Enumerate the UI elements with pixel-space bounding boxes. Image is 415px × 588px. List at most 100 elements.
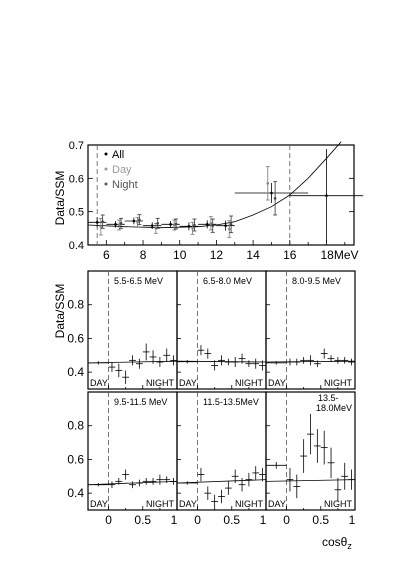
panel-xtick-label: 0.5 [312,513,329,527]
panel-night-point [211,360,219,371]
point-marker [136,221,139,224]
point-night [100,214,105,229]
point-marker [119,222,123,225]
panel-night-point [286,467,294,492]
panel-night-point [135,479,143,487]
panel-night-point [334,477,342,502]
point-night [119,217,124,229]
legend-item-all: All [104,149,124,161]
point-marker [117,223,121,227]
point-marker [138,218,141,221]
panel-title-line1: 13.5- [318,393,339,403]
top-ytick-label: 0.4 [69,240,84,252]
point-day [172,219,177,231]
panel-night-point [300,439,308,473]
point-all [179,222,199,231]
panel-night-point [327,355,335,363]
panel-night-point [115,363,123,378]
panel-night-point [122,370,130,384]
panel-night-point [293,474,301,499]
panel-night-point [245,360,253,368]
top-xtick-label: 16 [283,248,297,262]
point-marker [270,191,273,195]
point-marker [99,225,103,228]
top-xtick-label: 8 [140,248,147,262]
panel-day-point [266,461,287,469]
bottom-x-axis-label-subscript: z [347,541,352,551]
top-ytick-label: 0.5 [69,207,84,219]
point-night [192,218,197,232]
panel-ytick-label: 0.8 [67,298,84,312]
panel-6: 0 0.5 1 13.5-18.0MeV DAY NIGHT [265,391,356,527]
panel-frame [87,270,178,390]
panel-day-label: DAY [179,378,197,388]
panel-night-point [163,476,171,484]
panel-night-point [197,345,205,356]
panel-night-point [211,494,219,509]
panel-ssm-curve [176,479,267,484]
bottom-y-axis-label: Data/SSM [53,284,67,339]
point-marker [224,224,227,227]
top-xtick-label: 10 [173,248,187,262]
panel-title: 6.5-8.0 MeV [203,276,252,286]
panel-night-point [341,462,349,490]
panel-2: 6.5-8.0 MeV DAY NIGHT [176,270,267,390]
point-night [210,218,215,233]
panel-night-point [334,356,342,364]
panel-night-label: NIGHT [146,378,175,388]
panel-day-label: DAY [268,378,286,388]
panel-title: 8.0-9.5 MeV [292,276,341,286]
panel-ytick-label: 0.6 [67,452,84,466]
panel-night-label: NIGHT [146,499,175,509]
top-plot-frame [87,144,355,246]
panel-xtick-label: 1 [171,513,178,527]
top-xtick-label: 14 [246,248,260,262]
panel-day-point [88,361,109,365]
panel-xtick-label: 0 [105,513,112,527]
panel-night-point [313,429,321,463]
point-marker [227,227,231,231]
point-marker [273,197,277,200]
point-day [98,217,103,236]
panel-3: 8.0-9.5 MeV DAY NIGHT [265,270,356,390]
panel-night-label: NIGHT [324,378,353,388]
panel-day-label: DAY [179,499,197,509]
point-marker [205,223,209,226]
point-marker [101,220,104,223]
panel-night-point [170,355,177,366]
panel-night-point [348,358,355,366]
panel-title: 11.5-13.5MeV [203,397,259,407]
energy-spectrum-panel: 0.4 0.5 0.6 0.7 6 8 10 12 14 16 18MeV Data/SSM Al… [53,140,364,262]
panel-day-point [88,483,109,487]
panel-night-point [259,360,266,371]
legend-label-all: All [112,149,124,161]
panel-xtick-label: 0.5 [223,513,240,527]
panel-night-point [238,353,246,364]
panel-ytick-label: 0.6 [67,331,84,345]
panel-day-point [177,481,198,485]
point-marker [169,223,172,226]
panel-night-point [218,355,225,366]
panel-frame [87,391,178,511]
point-marker [187,225,191,228]
legend-label-night: Night [112,179,138,191]
panel-night-point [224,358,232,366]
panel-night-point [108,481,116,489]
panel-night-point [286,358,294,366]
legend-item-day: Day [104,164,132,176]
point-marker [95,221,99,224]
panel-night-point [135,358,143,369]
panel-night-point [327,447,335,478]
point-night [155,217,160,229]
panel-day-label: DAY [90,499,108,509]
panel-night-point [204,348,212,359]
point-all [198,220,217,229]
top-xtick-label: 12 [210,248,224,262]
legend-marker-all [104,152,108,156]
panel-4: 0.4 0.6 0.8 0 0.5 1 9.5-11.5 MeV DAY NIGHT [67,391,178,527]
panel-night-point [238,477,246,492]
panel-xtick-label: 1 [349,513,356,527]
panel-night-point [224,481,232,495]
panel-night-point [307,413,314,455]
panel-day-label: DAY [268,499,286,509]
